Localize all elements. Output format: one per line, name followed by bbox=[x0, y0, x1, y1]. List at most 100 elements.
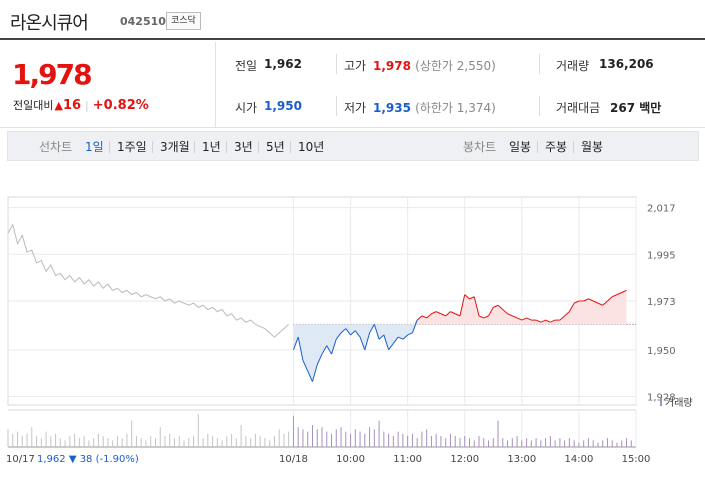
series-today-segment bbox=[378, 334, 385, 340]
x-tick-label: 14:00 bbox=[564, 454, 593, 465]
series-today-segment bbox=[321, 345, 328, 355]
x-tick-label: 10:00 bbox=[336, 454, 365, 465]
chart-toolbar: 선차트 1일 1주일 3개월 1년 3년 5년 10년 봉차트 일봉 주봉 월봉 bbox=[7, 131, 699, 161]
series-today-segment bbox=[397, 336, 404, 340]
open-value: 1,950 bbox=[264, 99, 302, 113]
volume-label: 거래량 bbox=[556, 59, 590, 73]
series-today-segment bbox=[564, 311, 570, 317]
up-triangle-icon: ▲ bbox=[54, 99, 63, 112]
divider bbox=[539, 54, 540, 74]
prev-day-summary: 1,962 ▼ 38 (-1.90%) bbox=[37, 454, 139, 465]
series-previous-day bbox=[7, 223, 290, 338]
series-today-segment bbox=[435, 311, 442, 315]
market-badge: 코스닥 bbox=[166, 12, 201, 30]
series-today-segment bbox=[388, 343, 394, 351]
period-10y[interactable]: 10년 bbox=[298, 140, 325, 154]
series-today-segment bbox=[497, 304, 504, 310]
fill-below-baseline bbox=[293, 324, 627, 382]
candle-monthly[interactable]: 월봉 bbox=[581, 140, 604, 154]
series-today-segment bbox=[526, 317, 532, 321]
series-today-segment bbox=[292, 336, 299, 350]
stock-name[interactable]: 라온시큐어 bbox=[10, 13, 89, 34]
low-value: 1,935 (하한가 1,374) bbox=[373, 99, 496, 116]
divider bbox=[152, 141, 153, 153]
amount-label: 거래대금 bbox=[556, 101, 601, 115]
series-today-segment bbox=[426, 313, 432, 319]
current-price: 1,978 bbox=[12, 58, 93, 91]
series-today-segment bbox=[331, 339, 337, 355]
series-today-segment bbox=[316, 353, 323, 365]
high-label: 고가 bbox=[344, 59, 367, 73]
series-today-segment bbox=[455, 313, 461, 317]
period-3y[interactable]: 3년 bbox=[234, 140, 253, 154]
series-today-segment bbox=[502, 309, 508, 315]
low-price: 1,935 bbox=[373, 101, 411, 115]
series-today-segment bbox=[359, 336, 366, 350]
series-today-segment bbox=[421, 315, 427, 319]
period-1y[interactable]: 1년 bbox=[202, 140, 221, 154]
series-today-segment bbox=[307, 370, 313, 382]
divider bbox=[539, 96, 540, 116]
series-today-segment bbox=[402, 334, 408, 340]
series-today-segment bbox=[540, 319, 546, 323]
series-today-segment bbox=[602, 300, 608, 306]
period-3m[interactable]: 3개월 bbox=[160, 140, 190, 154]
x-tick-label: 15:00 bbox=[622, 454, 651, 465]
series-today-segment bbox=[312, 364, 318, 382]
y-tick-label: 1,950 bbox=[647, 346, 676, 357]
fill-above-baseline bbox=[293, 290, 627, 325]
x-tick-label: 12:00 bbox=[450, 454, 479, 465]
low-label: 저가 bbox=[344, 101, 367, 115]
series-today-segment bbox=[592, 300, 599, 304]
series-today-segment bbox=[464, 294, 470, 300]
series-today-segment bbox=[335, 332, 342, 340]
series-today-segment bbox=[383, 334, 390, 350]
series-today-segment bbox=[392, 336, 399, 344]
series-today-segment bbox=[340, 328, 347, 334]
period-1w[interactable]: 1주일 bbox=[117, 140, 147, 154]
series-today-segment bbox=[516, 317, 523, 321]
divider: | bbox=[85, 99, 89, 112]
price-chart: 2,0171,9951,9731,9501,92810/1710/1810:00… bbox=[0, 185, 705, 479]
series-today-segment bbox=[431, 311, 437, 315]
period-5y[interactable]: 5년 bbox=[266, 140, 285, 154]
divider bbox=[109, 141, 110, 153]
series-today-segment bbox=[545, 319, 551, 323]
series-today-segment bbox=[440, 313, 446, 317]
series-today-segment bbox=[407, 332, 413, 336]
series-today-segment bbox=[354, 330, 361, 338]
upper-limit: (상한가 2,550) bbox=[415, 59, 496, 73]
series-today-segment bbox=[521, 317, 527, 321]
prev-day-summary-part: 1,962 bbox=[37, 454, 66, 465]
series-today-segment bbox=[583, 298, 589, 302]
series-today-segment bbox=[364, 332, 371, 350]
stock-header: 라온시큐어 042510 코스닥 bbox=[0, 0, 705, 40]
amount-value: 267 백만 bbox=[610, 101, 662, 115]
series-today-segment bbox=[345, 328, 351, 336]
series-today-segment bbox=[411, 319, 418, 334]
series-today-segment bbox=[588, 298, 594, 302]
series-today-segment bbox=[445, 311, 451, 317]
series-today-segment bbox=[369, 324, 375, 334]
candle-weekly[interactable]: 주봉 bbox=[545, 140, 568, 154]
series-today-segment bbox=[616, 292, 622, 296]
series-today-segment bbox=[473, 296, 480, 316]
y-tick-label: 1,995 bbox=[647, 250, 676, 261]
divider bbox=[290, 141, 291, 153]
period-1d[interactable]: 1일 bbox=[85, 140, 104, 154]
series-today-segment bbox=[350, 330, 356, 336]
open-label: 시가 bbox=[235, 101, 258, 115]
change-rate: +0.82% bbox=[92, 98, 149, 113]
series-today-segment bbox=[326, 345, 332, 355]
series-today-segment bbox=[478, 315, 484, 319]
candle-daily[interactable]: 일봉 bbox=[509, 140, 532, 154]
series-today-segment bbox=[512, 315, 518, 319]
lower-limit: (하한가 1,374) bbox=[415, 101, 496, 115]
change-amount: 16 bbox=[62, 98, 82, 113]
x-tick-label: 11:00 bbox=[393, 454, 422, 465]
x-tick-label: 10/17 bbox=[6, 454, 35, 465]
series-today-segment bbox=[450, 311, 456, 315]
divider bbox=[226, 141, 227, 153]
series-today-segment bbox=[483, 315, 489, 319]
line-chart-label: 선차트 bbox=[39, 140, 73, 154]
